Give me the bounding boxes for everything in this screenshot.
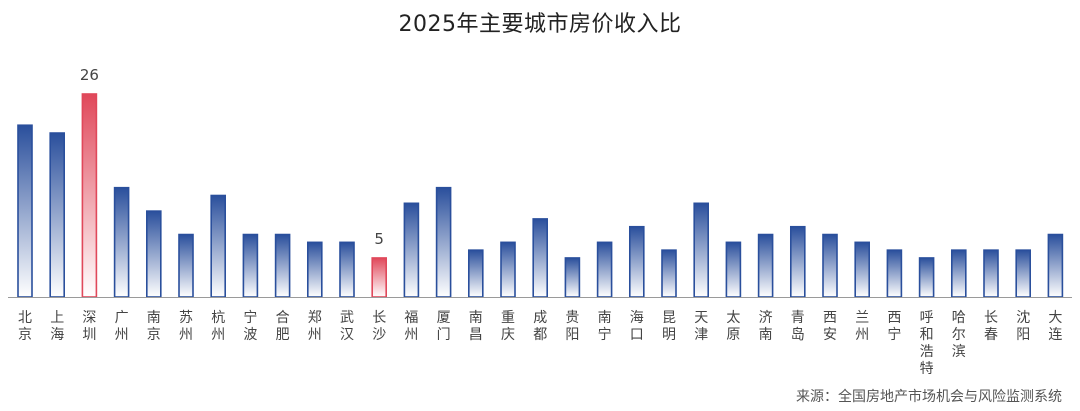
bar-25 [822,233,838,298]
bar-2 [81,93,98,298]
bar-11 [371,257,388,298]
x-tick-label-12: 福州 [404,310,418,343]
x-tick-label-31: 沈阳 [1016,310,1030,343]
bar-21 [693,202,710,298]
x-tick-label-0: 北京 [18,310,32,343]
data-label-11: 5 [374,230,384,248]
x-tick-label-18: 南宁 [598,310,612,343]
x-tick-label-8: 合肥 [276,310,290,343]
bar-0 [17,124,33,298]
x-tick-label-2: 深圳 [82,310,96,343]
x-tick-label-6: 杭州 [211,310,225,343]
bar-9 [306,241,323,298]
bar-23 [757,233,774,298]
data-label-2: 26 [80,66,99,84]
bar-31 [1015,249,1032,298]
x-tick-label-23: 济南 [759,310,773,343]
x-tick-label-7: 宁波 [243,309,257,343]
x-tick-label-11: 长沙 [372,310,386,343]
x-tick-label-4: 南京 [147,310,161,343]
x-tick-label-32: 大连 [1048,310,1062,343]
source-note: 来源：全国房地产市场机会与风险监测系统 [796,389,1062,405]
bar-16 [532,218,549,298]
x-tick-label-26: 兰州 [855,310,869,343]
bar-13 [435,186,452,298]
x-tick-label-30: 长春 [984,310,998,343]
x-tick-label-16: 成都 [533,310,547,343]
x-tick-label-29: 哈尔滨 [952,310,966,360]
bar-30 [983,249,999,298]
bar-28 [918,257,935,298]
x-tick-label-24: 青岛 [791,310,805,343]
x-tick-label-21: 天津 [694,310,708,343]
bar-7 [242,233,259,298]
bar-29 [950,249,967,298]
bar-3 [113,186,130,298]
x-tick-label-10: 武汉 [340,310,354,343]
bar-18 [596,241,613,298]
x-tick-label-25: 西安 [823,310,837,343]
bar-10 [339,241,355,298]
x-tick-label-17: 贵阳 [565,310,579,343]
x-tick-label-9: 郑州 [308,310,322,343]
x-tick-label-22: 太原 [726,310,740,343]
chart-title: 2025年主要城市房价收入比 [398,12,682,37]
x-tick-label-14: 南昌 [469,310,483,343]
x-tick-label-28: 呼和浩特 [920,310,934,377]
x-tick-label-20: 昆明 [662,310,676,343]
x-tick-label-15: 重庆 [501,310,515,343]
bar-20 [661,249,677,298]
x-tick-label-5: 苏州 [179,310,193,343]
bar-8 [274,233,291,298]
bar-26 [854,241,871,298]
bar-17 [564,257,581,298]
bar-1 [49,132,66,298]
x-tick-label-27: 西宁 [887,310,901,343]
bar-15 [500,241,516,298]
bar-19 [628,225,645,298]
x-tick-label-19: 海口 [630,310,644,343]
x-tick-label-13: 厦门 [437,310,451,343]
bar-32 [1047,233,1064,298]
x-tick-label-3: 广州 [115,310,129,343]
x-tick-label-1: 上海 [50,310,64,343]
bar-5 [178,233,194,298]
bar-14 [467,249,484,298]
bar-22 [725,241,742,298]
bar-4 [146,210,162,298]
bar-12 [403,202,420,298]
bar-24 [789,225,806,298]
bar-27 [886,249,903,298]
bar-6 [210,194,226,298]
